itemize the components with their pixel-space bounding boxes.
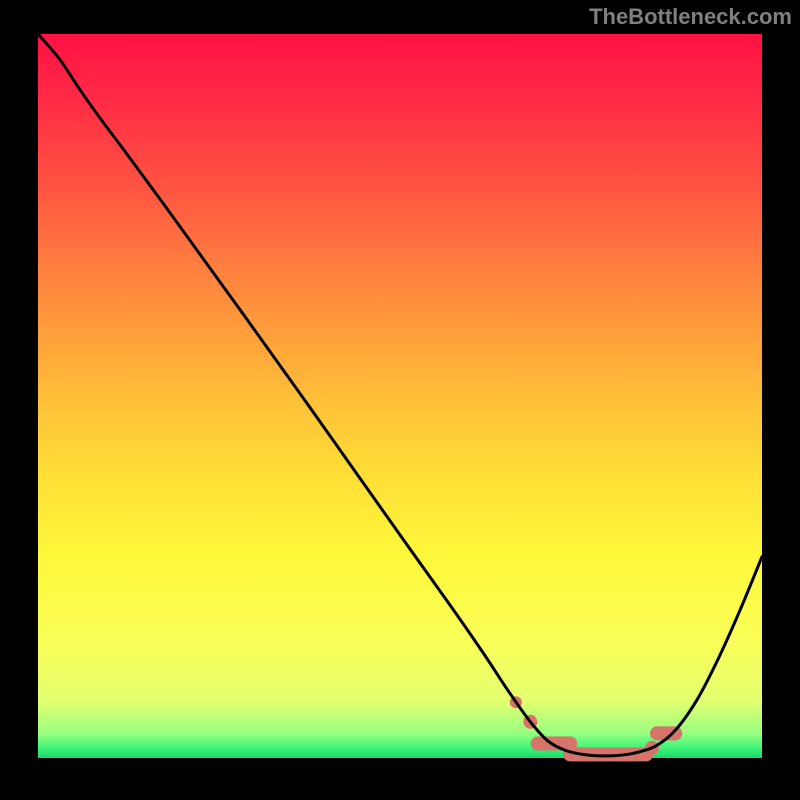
plot-background	[38, 34, 762, 758]
chart-container: TheBottleneck.com	[0, 0, 800, 800]
watermark-label: TheBottleneck.com	[589, 4, 792, 30]
